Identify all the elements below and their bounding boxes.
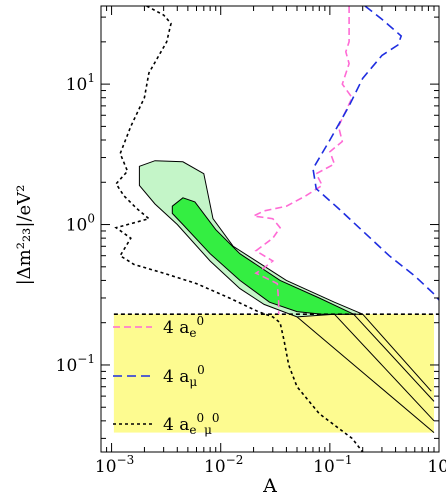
y-axis-label-text: |Δm²₂₃|/eV² bbox=[14, 185, 35, 286]
legend-label-0: 4 ae0 bbox=[163, 314, 204, 340]
axis-ticks: 10−3 10−2 10−1 100 10−1 100 101 bbox=[56, 6, 446, 477]
contour-tail-3 bbox=[296, 316, 435, 433]
x-tick-label: 10−1 bbox=[313, 453, 352, 477]
x-tick-label: 100 bbox=[427, 453, 446, 477]
series-line-1 bbox=[312, 6, 439, 301]
legend: 4 ae0 4 aμ0 4 ae0μ0 bbox=[113, 314, 220, 437]
contour-tail-0 bbox=[362, 313, 432, 392]
legend-label-1: 4 aμ0 bbox=[163, 363, 205, 389]
series-line-0 bbox=[250, 6, 354, 315]
excluded-region bbox=[113, 314, 435, 433]
y-tick-label: 100 bbox=[66, 212, 95, 236]
x-tick-label: 10−2 bbox=[204, 453, 243, 477]
y-axis-label: |Δm²₂₃|/eV² bbox=[14, 185, 35, 286]
legend-label-2: 4 ae0μ0 bbox=[163, 411, 220, 437]
contour-tail-2 bbox=[334, 313, 435, 422]
y-tick-label: 10−1 bbox=[56, 352, 95, 376]
plot-frame bbox=[100, 5, 440, 453]
region-inner bbox=[171, 197, 354, 315]
series-line-2 bbox=[114, 6, 364, 452]
plot-area bbox=[113, 6, 439, 452]
contour-tail-1 bbox=[353, 313, 435, 402]
x-axis-label: A bbox=[262, 475, 277, 497]
y-tick-label: 101 bbox=[66, 71, 95, 95]
region-outer bbox=[138, 160, 363, 318]
x-tick-label: 10−3 bbox=[95, 453, 134, 477]
